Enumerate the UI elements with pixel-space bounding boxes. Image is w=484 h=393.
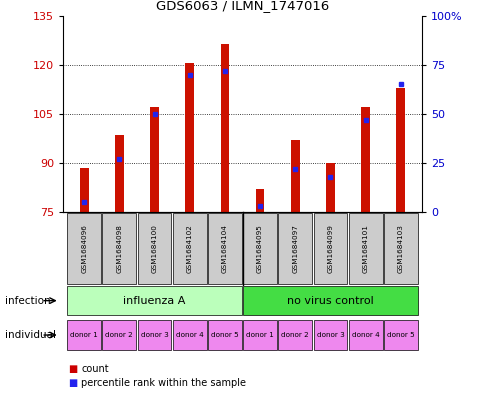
Bar bbox=[255, 189, 264, 212]
Text: donor 2: donor 2 bbox=[281, 332, 308, 338]
Text: donor 1: donor 1 bbox=[70, 332, 98, 338]
Bar bbox=[150, 107, 159, 212]
Text: GSM1684095: GSM1684095 bbox=[257, 224, 262, 273]
Text: donor 3: donor 3 bbox=[316, 332, 344, 338]
Text: ■: ■ bbox=[68, 378, 77, 388]
Bar bbox=[102, 213, 136, 284]
Bar bbox=[395, 88, 405, 212]
Text: donor 1: donor 1 bbox=[246, 332, 273, 338]
Text: GSM1684097: GSM1684097 bbox=[292, 224, 298, 273]
Text: GSM1684101: GSM1684101 bbox=[362, 224, 368, 273]
Text: donor 4: donor 4 bbox=[176, 332, 203, 338]
Bar bbox=[313, 320, 347, 351]
Text: donor 2: donor 2 bbox=[105, 332, 133, 338]
Bar bbox=[67, 213, 101, 284]
Text: GSM1684104: GSM1684104 bbox=[222, 224, 227, 273]
Text: infection: infection bbox=[5, 296, 50, 306]
Bar bbox=[348, 213, 382, 284]
Bar bbox=[325, 163, 334, 212]
Bar bbox=[242, 213, 276, 284]
Text: donor 3: donor 3 bbox=[140, 332, 168, 338]
Bar bbox=[242, 286, 417, 315]
Bar bbox=[115, 135, 123, 212]
Bar bbox=[137, 213, 171, 284]
Bar bbox=[361, 107, 369, 212]
Text: donor 5: donor 5 bbox=[386, 332, 414, 338]
Bar bbox=[79, 168, 89, 212]
Text: donor 4: donor 4 bbox=[351, 332, 379, 338]
Text: percentile rank within the sample: percentile rank within the sample bbox=[81, 378, 246, 388]
Text: individual: individual bbox=[5, 330, 56, 340]
Bar bbox=[313, 213, 347, 284]
Text: GSM1684100: GSM1684100 bbox=[151, 224, 157, 273]
Text: count: count bbox=[81, 364, 109, 374]
Title: GDS6063 / ILMN_1747016: GDS6063 / ILMN_1747016 bbox=[155, 0, 329, 12]
Bar bbox=[172, 320, 206, 351]
Bar bbox=[67, 286, 242, 315]
Bar bbox=[208, 320, 242, 351]
Bar bbox=[185, 63, 194, 212]
Text: GSM1684099: GSM1684099 bbox=[327, 224, 333, 273]
Bar bbox=[348, 320, 382, 351]
Text: GSM1684096: GSM1684096 bbox=[81, 224, 87, 273]
Bar bbox=[172, 213, 206, 284]
Text: GSM1684098: GSM1684098 bbox=[116, 224, 122, 273]
Bar bbox=[67, 320, 101, 351]
Bar bbox=[220, 44, 229, 212]
Bar bbox=[278, 213, 312, 284]
Bar bbox=[242, 320, 276, 351]
Bar bbox=[137, 320, 171, 351]
Bar bbox=[383, 213, 417, 284]
Text: influenza A: influenza A bbox=[123, 296, 185, 306]
Text: GSM1684103: GSM1684103 bbox=[397, 224, 403, 273]
Bar bbox=[208, 213, 242, 284]
Bar bbox=[383, 320, 417, 351]
Text: no virus control: no virus control bbox=[287, 296, 373, 306]
Bar bbox=[278, 320, 312, 351]
Bar bbox=[290, 140, 299, 212]
Bar bbox=[102, 320, 136, 351]
Text: GSM1684102: GSM1684102 bbox=[186, 224, 192, 273]
Text: donor 5: donor 5 bbox=[211, 332, 238, 338]
Text: ■: ■ bbox=[68, 364, 77, 374]
